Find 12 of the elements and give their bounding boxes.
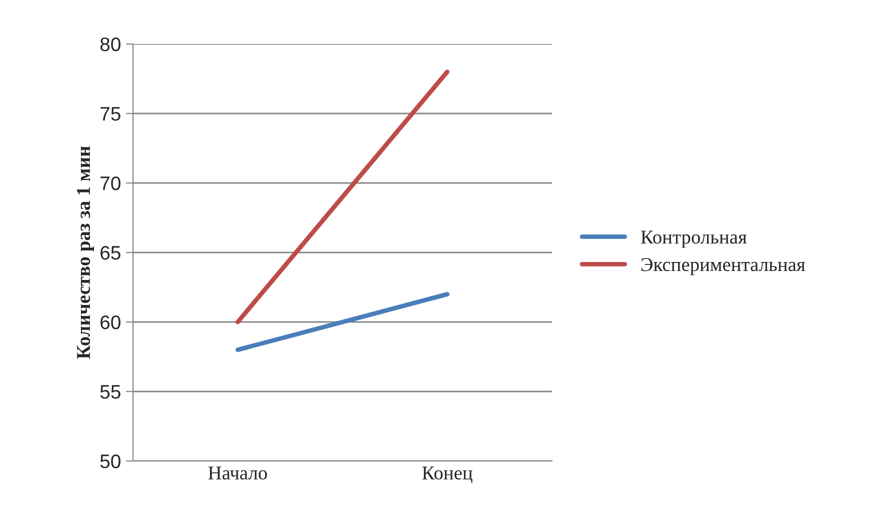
y-tick-label: 70 <box>100 176 120 190</box>
y-tick-label: 55 <box>100 385 120 399</box>
y-tick-label: 80 <box>100 37 120 52</box>
y-axis-title: Количество раз за 1 мин <box>77 146 94 359</box>
x-tick-label: Начало <box>208 466 267 480</box>
y-tick-label: 65 <box>100 246 120 260</box>
y-tick-label: 50 <box>100 454 120 468</box>
y-tick-label: 60 <box>100 315 120 330</box>
y-tick-label: 75 <box>100 107 120 121</box>
legend-label: Экспериментальная <box>641 258 806 276</box>
legend-label: Контрольная <box>640 230 747 248</box>
x-tick-label: Конец <box>422 466 472 484</box>
